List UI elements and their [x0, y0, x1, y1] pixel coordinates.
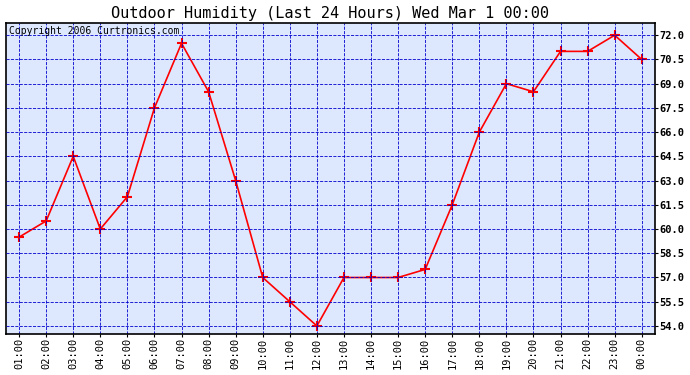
Text: Copyright 2006 Curtronics.com: Copyright 2006 Curtronics.com [9, 26, 179, 36]
Title: Outdoor Humidity (Last 24 Hours) Wed Mar 1 00:00: Outdoor Humidity (Last 24 Hours) Wed Mar… [111, 6, 549, 21]
